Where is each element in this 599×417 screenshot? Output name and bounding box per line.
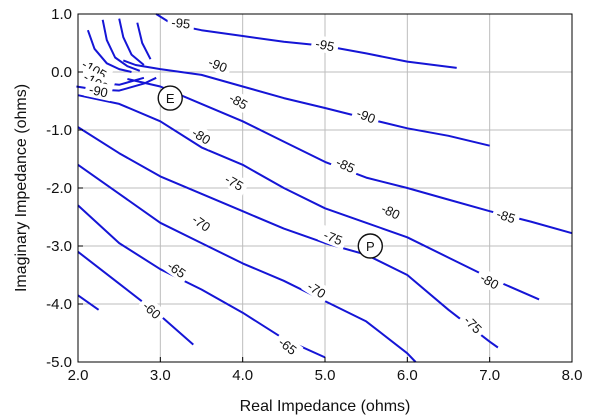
contour-line-cluster [86, 29, 132, 73]
y-tick-label: 0.0 [51, 64, 72, 81]
contour-label: -85 [490, 204, 522, 228]
contour-label: -60 [136, 294, 168, 325]
contour-label-text: -85 [495, 206, 518, 226]
contour-label: -70 [185, 208, 218, 238]
contour-label-bg [301, 275, 333, 304]
markers: EP [157, 85, 383, 259]
x-tick-label: 6.0 [397, 367, 418, 384]
x-tick-label: 4.0 [232, 367, 253, 384]
contour-label-bg [218, 168, 251, 196]
contour-label-bg [185, 208, 218, 238]
contour-label-bg [161, 254, 193, 284]
y-tick-label: -5.0 [46, 354, 72, 371]
contour-label-text: -80 [379, 201, 402, 223]
contour-label-text: -95 [314, 36, 336, 55]
x-tick-label: 5.0 [315, 367, 336, 384]
contour-line [77, 251, 194, 346]
contour-label-bg [490, 204, 522, 228]
contour-line-cluster [101, 19, 141, 72]
contour-label-bg [83, 79, 114, 102]
x-axis-label: Real Impedance (ohms) [240, 398, 411, 415]
contour-line [77, 294, 100, 311]
marker-circle [357, 233, 383, 259]
contour-label-bg [136, 294, 168, 325]
y-tick-label: 1.0 [51, 6, 72, 23]
contour-line [77, 126, 499, 349]
contour-label: -65 [161, 254, 193, 284]
contour-label: -70 [301, 275, 333, 304]
contour-label-text: -90 [88, 82, 110, 101]
contour-label-text: -90 [206, 54, 229, 75]
contour-label-text: -85 [334, 154, 357, 176]
contour-label: -90 [202, 52, 234, 77]
y-tick-label: -3.0 [46, 238, 72, 255]
contour-label-text: -95 [171, 15, 191, 32]
contour-label: -95 [310, 34, 340, 56]
contour-label-bg [202, 52, 234, 77]
contour-label: -90 [350, 103, 382, 128]
x-tick-label: 3.0 [150, 367, 171, 384]
contour-label-bg [310, 34, 340, 56]
contour-line [155, 13, 457, 69]
marker-circle [157, 85, 183, 111]
y-tick-label: -1.0 [46, 122, 72, 139]
contour-line [77, 94, 540, 301]
contour-label-bg [185, 121, 218, 150]
contour-label: -75 [317, 224, 349, 250]
contour-line-cluster [136, 22, 152, 60]
contour-label: -75 [458, 309, 489, 340]
contour-label: -85 [222, 87, 255, 115]
contour-label: -85 [330, 151, 362, 178]
contour-label-text: -90 [354, 105, 377, 126]
contour-label: -80 [375, 198, 407, 225]
contour-label: -90 [83, 79, 114, 102]
ticks: 2.0 3.0 4.0 5.0 6.0 7.0 8.0 1.0 0.0 -1.0 -2.0 -3.0 -… [46, 6, 582, 384]
x-tick-label: 8.0 [562, 367, 583, 384]
contour-label-bg [272, 331, 304, 361]
contour-line [77, 163, 417, 363]
x-tick-label: 2.0 [68, 367, 89, 384]
contour-label-bg [330, 151, 362, 178]
contour-line-cluster [118, 18, 145, 66]
contour-labels: -95-95-90-90-85-85-85-80-80-80-75-75-75-… [75, 13, 522, 361]
contour-label-bg [222, 87, 255, 115]
contour-label-bg [474, 267, 506, 295]
marker-label: P [366, 239, 375, 254]
contour-label: -80 [185, 121, 218, 150]
x-tick-label: 7.0 [479, 367, 500, 384]
contour-label-text: -75 [321, 227, 344, 248]
y-axis-label: Imaginary Impedance (ohms) [13, 84, 30, 292]
contour-label-bg [166, 13, 196, 33]
contour-label: -95 [166, 13, 196, 33]
contour-label-bg [350, 103, 382, 128]
contour-line [122, 59, 490, 147]
contour-label: -75 [218, 168, 251, 196]
marker-label: E [166, 91, 175, 106]
contour-label-bg [317, 224, 349, 250]
contour-label-bg [458, 309, 489, 340]
contour-label-bg [75, 53, 114, 85]
y-tick-label: -2.0 [46, 180, 72, 197]
contour-label-bg [375, 198, 407, 225]
y-tick-label: -4.0 [46, 296, 72, 313]
